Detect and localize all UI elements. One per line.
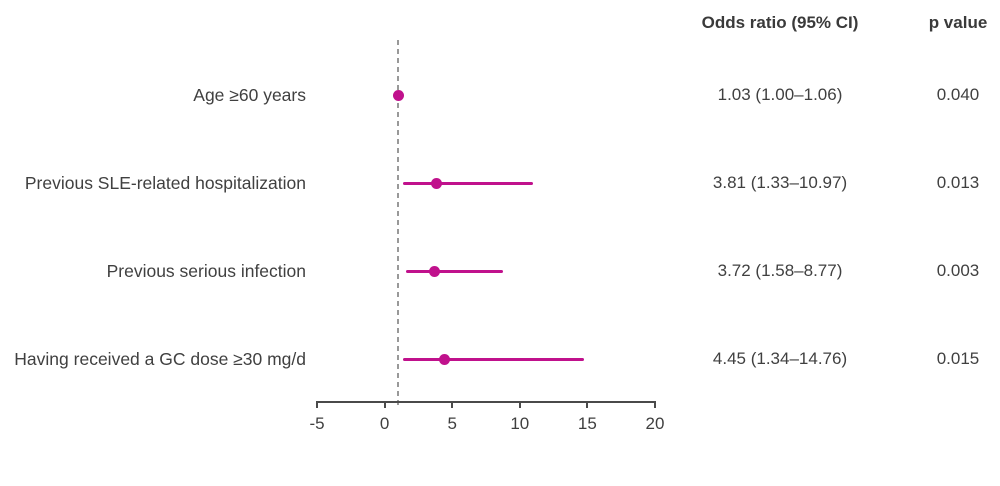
p-value: 0.015: [936, 349, 980, 368]
row-label-age: Age ≥60 years: [193, 85, 306, 105]
confidence-interval-line: [405, 269, 504, 273]
x-axis-tick: [451, 401, 454, 408]
or-column-header: Odds ratio (95% CI): [701, 13, 859, 32]
x-axis-line: [316, 401, 656, 403]
row-label-gc-dose: Having received a GC dose ≥30 mg/d: [14, 349, 306, 369]
x-axis-tick-label: 0: [379, 414, 390, 433]
row-label-infection: Previous serious infection: [106, 261, 306, 281]
or-value: 4.45 (1.34–14.76): [712, 349, 848, 368]
x-axis-tick-label: 15: [577, 414, 597, 433]
row-label-hospitalization: Previous SLE-related hospitalization: [24, 173, 306, 193]
x-axis-tick: [518, 401, 521, 408]
p-column-header: p value: [928, 13, 988, 32]
p-value: 0.003: [936, 261, 980, 280]
odds-ratio-point: [429, 265, 441, 277]
x-axis-tick: [654, 401, 656, 408]
reference-line: [397, 40, 400, 407]
odds-ratio-point: [430, 177, 442, 189]
odds-ratio-point: [439, 353, 451, 365]
confidence-interval-line: [402, 357, 585, 361]
x-axis-tick: [586, 401, 589, 408]
x-axis-tick-label: 5: [447, 414, 457, 433]
x-axis-tick: [316, 401, 318, 408]
x-axis-tick-label: 10: [510, 414, 530, 433]
x-axis-tick: [383, 401, 386, 408]
or-value: 3.81 (1.33–10.97): [712, 173, 848, 192]
x-axis-tick-label: -5: [309, 414, 325, 433]
confidence-interval-line: [402, 181, 533, 185]
p-value: 0.040: [936, 85, 980, 104]
p-value: 0.013: [936, 173, 980, 192]
or-value: 1.03 (1.00–1.06): [717, 85, 843, 104]
odds-ratio-point: [393, 89, 405, 101]
x-axis-tick-label: 20: [645, 414, 665, 433]
or-value: 3.72 (1.58–8.77): [717, 261, 843, 280]
